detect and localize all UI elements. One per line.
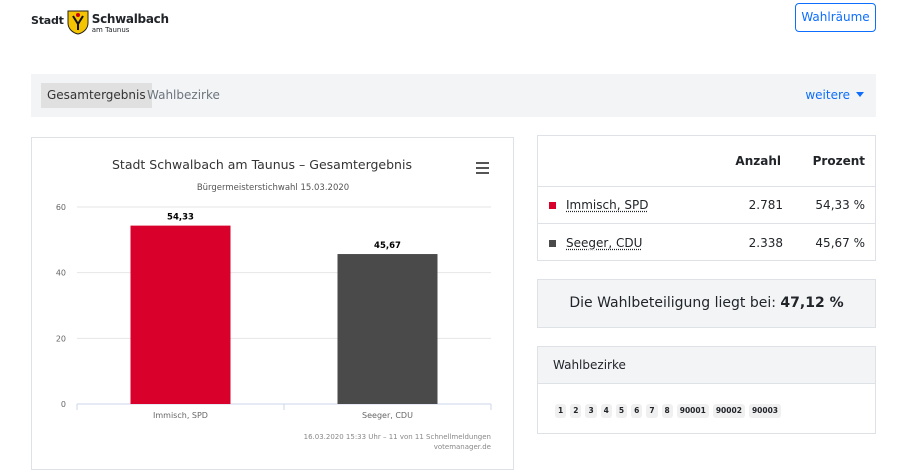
hamburger-menu-icon[interactable]: [476, 162, 489, 174]
chart-card: Stadt Schwalbach am Taunus – Gesamtergeb…: [31, 137, 514, 470]
y-tick-label: 40: [56, 269, 66, 278]
wahlbezirk-badge[interactable]: 8: [661, 404, 673, 418]
table-row: Seeger, CDU 2.338 45,67 %: [538, 223, 875, 261]
x-tick-label: Seeger, CDU: [362, 411, 413, 420]
result-table-card: Anzahl Prozent Immisch, SPD 2.781 54,33 …: [537, 135, 876, 261]
bar-data-label: 45,67: [374, 241, 401, 251]
bar[interactable]: [130, 225, 231, 404]
column-header-prozent: Prozent: [812, 153, 865, 168]
turnout-label: Die Wahlbeteiligung liegt bei:: [569, 295, 781, 311]
wahlbezirk-badge[interactable]: 1: [555, 404, 567, 418]
wahlbezirk-badge[interactable]: 4: [600, 404, 612, 418]
tab-wahlbezirke[interactable]: Wahlbezirke: [147, 88, 220, 102]
candidate-name[interactable]: Immisch, SPD: [566, 197, 649, 212]
bar-chart: Stadt Schwalbach am Taunus – Gesamtergeb…: [56, 157, 492, 451]
chart-bars: [130, 225, 438, 404]
votes-percent: 45,67 %: [791, 223, 875, 261]
wahlbezirk-badge[interactable]: 6: [631, 404, 643, 418]
result-navbar: Gesamtergebnis Wahlbezirke weitere: [31, 74, 876, 117]
city-logo[interactable]: Stadt Schwalbach am Taunus: [31, 8, 169, 35]
wahlbezirk-badge[interactable]: 3: [585, 404, 597, 418]
wahlbezirk-badge[interactable]: 90001: [676, 404, 709, 418]
wahlbezirke-heading: Wahlbezirke: [538, 347, 875, 384]
y-tick-label: 20: [56, 334, 66, 343]
candidate-name[interactable]: Seeger, CDU: [566, 235, 643, 250]
turnout-card: Die Wahlbeteiligung liegt bei: 47,12 %: [537, 279, 876, 328]
wahlraeume-button[interactable]: Wahlräume: [795, 3, 876, 32]
wahlbezirke-list: 1 2 3 4 5 6 7 8 90001 90002 90003: [555, 404, 782, 418]
bar[interactable]: [337, 254, 438, 404]
x-tick-label: Immisch, SPD: [153, 411, 208, 420]
chart-labels: 0 20 40 60 54,33 Immisch, SPD 45,67 Seeger, CDU: [56, 203, 413, 420]
coat-of-arms-icon: [67, 10, 89, 35]
logo-text: Schwalbach am Taunus: [92, 8, 169, 34]
chart-title: Stadt Schwalbach am Taunus – Gesamtergeb…: [112, 157, 412, 172]
caret-down-icon: [856, 92, 864, 97]
chart-credits-source[interactable]: votemanager.de: [434, 443, 491, 451]
bar-data-label: 54,33: [167, 213, 194, 223]
votes-count: 2.338: [686, 223, 791, 261]
turnout-value: 47,12 %: [780, 295, 844, 311]
wahlbezirke-card: Wahlbezirke 1 2 3 4 5 6 7 8 90001 90002 90003: [537, 346, 876, 434]
y-tick-label: 0: [61, 400, 66, 409]
wahlbezirk-badge[interactable]: 90002: [712, 404, 745, 418]
chart-subtitle: Bürgermeisterstichwahl 15.03.2020: [197, 183, 349, 193]
result-table: Anzahl Prozent Immisch, SPD 2.781 54,33 …: [538, 136, 875, 261]
chart-credits-time: 16.03.2020 15:33 Uhr – 11 von 11 Schnell…: [304, 433, 491, 441]
wahlbezirk-badge[interactable]: 7: [646, 404, 658, 418]
more-dropdown-label: weitere: [805, 88, 850, 102]
table-row: Immisch, SPD 2.781 54,33 %: [538, 185, 875, 224]
votes-percent: 54,33 %: [791, 185, 875, 224]
column-header-anzahl: Anzahl: [735, 153, 781, 168]
votes-count: 2.781: [686, 185, 791, 224]
more-dropdown[interactable]: weitere: [805, 83, 864, 108]
color-square-icon: [548, 239, 556, 247]
table-header-row: Anzahl Prozent: [538, 136, 875, 186]
wahlbezirk-badge[interactable]: 90003: [748, 404, 782, 418]
tab-gesamtergebnis[interactable]: Gesamtergebnis: [41, 83, 152, 108]
logo-stadt-text: Stadt: [31, 14, 64, 27]
wahlbezirk-badge[interactable]: 2: [570, 404, 582, 418]
wahlbezirk-badge[interactable]: 5: [615, 404, 628, 418]
color-square-icon: [548, 201, 556, 209]
logo-subtitle: am Taunus: [91, 26, 130, 34]
y-tick-label: 60: [56, 203, 66, 212]
logo-name: Schwalbach: [91, 12, 169, 26]
